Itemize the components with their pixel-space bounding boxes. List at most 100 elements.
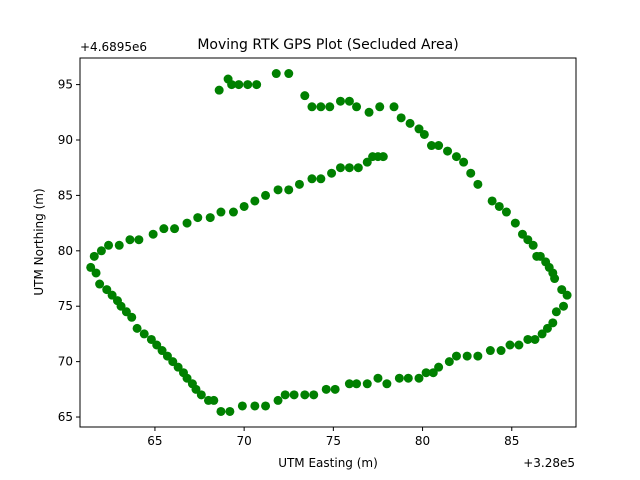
data-point-126 <box>307 174 317 184</box>
data-point-77 <box>261 401 271 411</box>
data-point-55 <box>473 351 483 361</box>
y-axis-offset-label: +4.6895e6 <box>80 40 147 54</box>
data-point-80 <box>225 406 235 416</box>
data-point-51 <box>514 340 524 350</box>
data-point-90 <box>168 357 178 367</box>
y-tick-label: 65 <box>58 410 73 424</box>
y-axis-label: UTM Northing (m) <box>32 188 46 295</box>
data-point-129 <box>335 163 345 173</box>
data-point-98 <box>121 307 131 317</box>
data-point-83 <box>203 395 213 405</box>
data-point-58 <box>444 357 454 367</box>
x-tick-label: 80 <box>415 434 430 448</box>
data-point-95 <box>139 329 149 339</box>
data-point-122 <box>261 190 271 200</box>
data-point-3 <box>234 80 244 90</box>
data-point-105 <box>86 262 96 272</box>
data-point-119 <box>228 207 238 217</box>
data-point-100 <box>112 296 122 306</box>
data-point-22 <box>426 141 436 151</box>
data-point-113 <box>159 224 169 234</box>
data-point-116 <box>193 213 203 223</box>
chart-title: Moving RTK GPS Plot (Secluded Area) <box>197 37 458 53</box>
data-point-64 <box>394 373 404 383</box>
data-point-88 <box>178 368 188 378</box>
y-tick-label: 80 <box>58 244 73 258</box>
y-tick-label: 95 <box>58 78 73 92</box>
data-point-71 <box>321 384 331 394</box>
data-point-53 <box>496 346 506 356</box>
data-point-5 <box>252 80 262 90</box>
data-point-132 <box>362 157 372 167</box>
data-point-37 <box>535 251 545 261</box>
data-point-69 <box>344 379 354 389</box>
x-axis-offset-label: +3.28e5 <box>523 456 575 470</box>
data-point-32 <box>510 218 520 228</box>
data-point-86 <box>187 379 197 389</box>
data-point-50 <box>523 334 533 344</box>
data-point-46 <box>548 318 558 328</box>
data-point-59 <box>434 362 444 372</box>
data-point-26 <box>459 157 469 167</box>
data-point-42 <box>557 285 567 295</box>
data-point-47 <box>542 323 552 333</box>
data-point-21 <box>419 129 429 139</box>
data-point-84 <box>196 390 206 400</box>
x-axis-label: UTM Easting (m) <box>278 456 378 470</box>
y-tick-label: 90 <box>58 133 73 147</box>
data-point-17 <box>389 102 399 112</box>
data-point-49 <box>530 334 540 344</box>
data-point-23 <box>434 141 444 151</box>
data-point-4 <box>243 80 253 90</box>
data-point-13 <box>344 96 354 106</box>
x-tick-label: 85 <box>504 434 519 448</box>
data-point-12 <box>335 96 345 106</box>
data-point-76 <box>273 395 283 405</box>
data-point-106 <box>89 251 99 261</box>
data-point-125 <box>294 179 304 189</box>
data-point-16 <box>375 102 385 112</box>
data-point-103 <box>95 279 105 289</box>
data-point-57 <box>451 351 461 361</box>
data-point-65 <box>382 379 392 389</box>
data-point-10 <box>316 102 326 112</box>
data-point-128 <box>327 168 337 178</box>
data-point-94 <box>146 334 156 344</box>
data-point-93 <box>152 340 162 350</box>
y-axis-ticks: 65 70 75 80 85 90 95 <box>58 78 80 424</box>
x-tick-label: 65 <box>147 434 162 448</box>
data-point-25 <box>451 152 461 162</box>
data-point-92 <box>157 346 167 356</box>
data-point-27 <box>466 168 476 178</box>
data-point-130 <box>344 163 354 173</box>
data-point-124 <box>284 185 294 195</box>
x-axis-ticks: 65 70 75 80 85 <box>147 427 519 448</box>
plot-area-frame <box>79 57 577 428</box>
data-point-15 <box>364 107 374 117</box>
data-point-118 <box>216 207 226 217</box>
data-point-78 <box>250 401 260 411</box>
data-point-2 <box>227 80 237 90</box>
data-point-117 <box>205 213 215 223</box>
data-point-108 <box>104 240 114 250</box>
data-point-9 <box>307 102 317 112</box>
data-point-45 <box>551 307 561 317</box>
data-point-127 <box>316 174 326 184</box>
data-point-114 <box>170 224 180 234</box>
data-point-75 <box>280 390 290 400</box>
data-point-109 <box>114 240 124 250</box>
data-point-35 <box>528 240 538 250</box>
data-point-48 <box>537 329 547 339</box>
data-point-20 <box>414 124 424 134</box>
data-point-101 <box>107 290 117 300</box>
data-point-112 <box>148 229 158 239</box>
data-point-135 <box>378 152 388 162</box>
data-point-41 <box>550 274 560 284</box>
data-point-68 <box>352 379 362 389</box>
data-point-66 <box>373 373 383 383</box>
data-point-62 <box>414 373 424 383</box>
data-point-97 <box>127 312 137 322</box>
data-point-115 <box>182 218 192 228</box>
